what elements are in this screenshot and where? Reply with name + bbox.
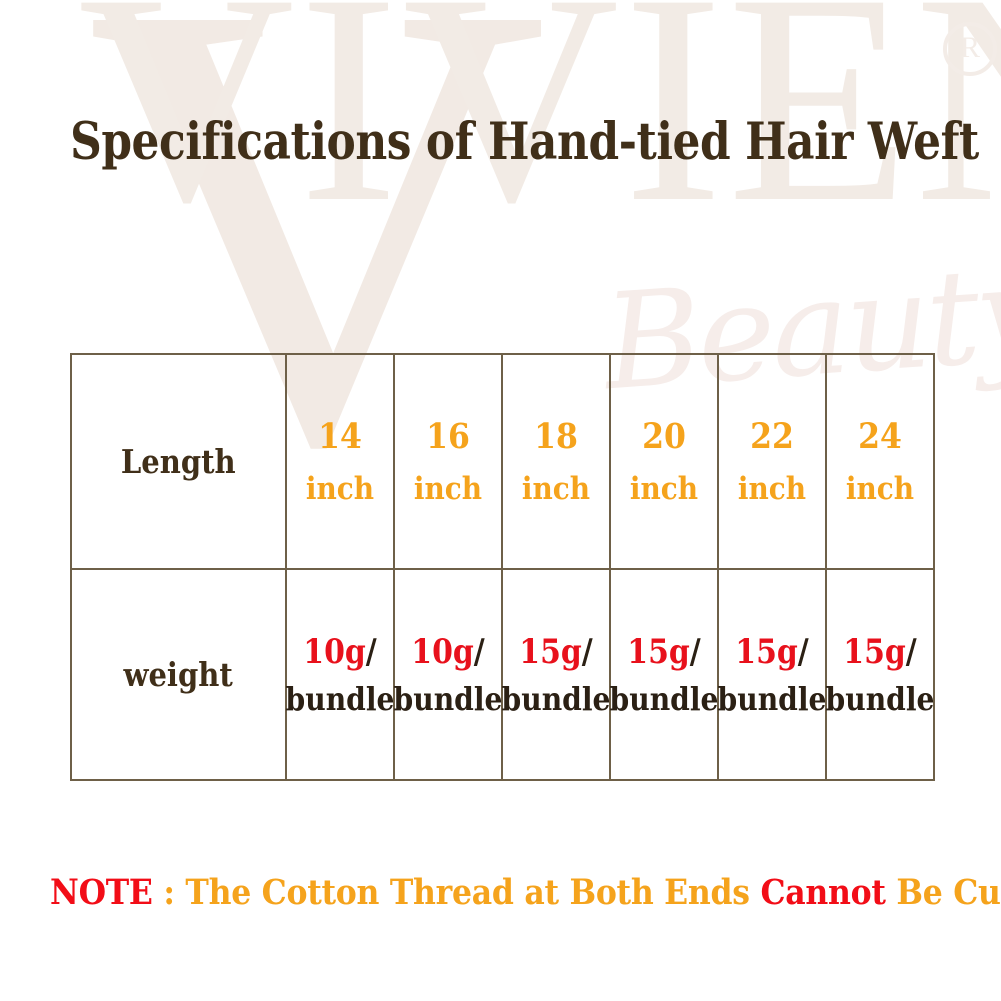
registered-trademark-icon: R (943, 22, 997, 76)
length-cell-14: 14 inch (285, 353, 395, 570)
note-line: NOTE : The Cotton Thread at Both Ends Ca… (50, 872, 1001, 913)
row-label-text: weight (123, 655, 234, 694)
length-cell-24: 24 inch (825, 353, 935, 570)
weight-cell-22: 15g/ bundle (717, 568, 827, 781)
row-header-length: Length (70, 353, 287, 570)
weight-slash: / (473, 631, 485, 672)
weight-unit: bundle (501, 679, 611, 718)
length-unit: inch (845, 470, 915, 507)
note-text-part-2: Be Cut. (896, 872, 1001, 913)
weight-cell-18: 15g/ bundle (501, 568, 611, 781)
weight-slash: / (689, 631, 701, 672)
row-label-text: Length (121, 442, 236, 481)
weight-slash: / (581, 631, 593, 672)
weight-unit: bundle (717, 679, 827, 718)
length-unit: inch (629, 470, 699, 507)
weight-slash: / (365, 631, 377, 672)
note-keyword: NOTE (50, 872, 153, 913)
note-emphasis: Cannot (760, 872, 886, 913)
specifications-table: Length 14 inch 16 inch (70, 353, 935, 781)
weight-cell-20: 15g/ bundle (609, 568, 719, 781)
weight-amount: 10g (303, 631, 366, 672)
table-row-weight: weight 10g/ bundle 10g/ (70, 568, 935, 781)
row-header-weight: weight (70, 568, 287, 781)
weight-amount: 15g (843, 631, 906, 672)
weight-slash: / (797, 631, 809, 672)
weight-unit: bundle (609, 679, 719, 718)
table-row-length: Length 14 inch 16 inch (70, 353, 935, 570)
weight-cell-16: 10g/ bundle (393, 568, 503, 781)
length-unit: inch (737, 470, 807, 507)
weight-unit: bundle (393, 679, 503, 718)
length-cell-18: 18 inch (501, 353, 611, 570)
length-cell-16: 16 inch (393, 353, 503, 570)
length-value: 24 (858, 415, 902, 457)
length-value: 22 (750, 415, 794, 457)
note-text-part-1: The Cotton Thread at Both Ends (185, 872, 761, 913)
length-value: 18 (534, 415, 578, 457)
weight-cell-24: 15g/ bundle (825, 568, 935, 781)
length-value: 14 (318, 415, 362, 457)
note-separator: : (152, 872, 186, 913)
weight-unit: bundle (285, 679, 395, 718)
length-cell-20: 20 inch (609, 353, 719, 570)
weight-cell-14: 10g/ bundle (285, 568, 395, 781)
length-unit: inch (305, 470, 375, 507)
page-title: Specifications of Hand-tied Hair Weft (70, 112, 979, 172)
weight-unit: bundle (825, 679, 935, 718)
length-cell-22: 22 inch (717, 353, 827, 570)
weight-amount: 15g (735, 631, 798, 672)
weight-amount: 10g (411, 631, 474, 672)
weight-amount: 15g (627, 631, 690, 672)
length-unit: inch (521, 470, 591, 507)
weight-amount: 15g (519, 631, 582, 672)
weight-slash: / (905, 631, 917, 672)
length-value: 16 (426, 415, 470, 457)
length-value: 20 (642, 415, 686, 457)
length-unit: inch (413, 470, 483, 507)
